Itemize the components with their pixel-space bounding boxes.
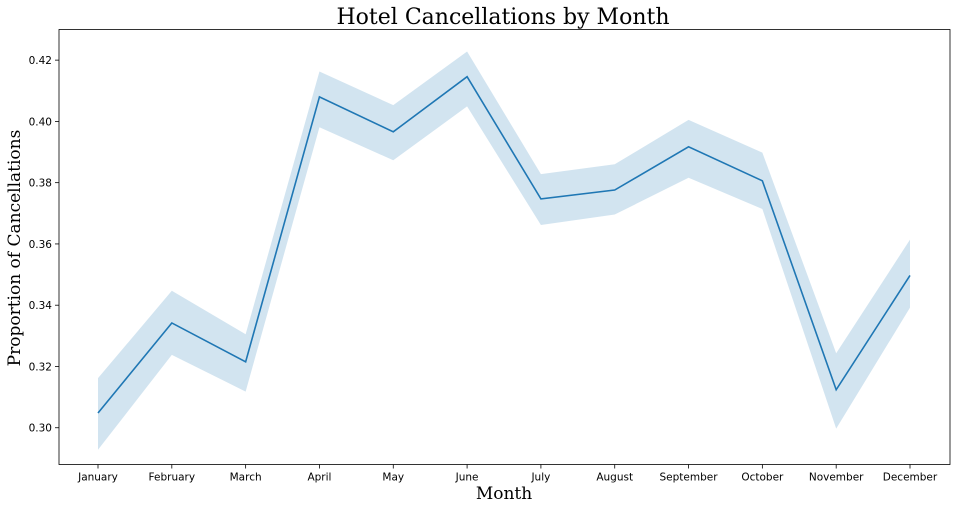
x-tick-label: October [741, 472, 784, 484]
data-point-february [170, 321, 174, 325]
x-tick-label: March [230, 472, 262, 484]
y-tick-label: 0.40 [29, 116, 52, 128]
x-tick-label: December [883, 472, 938, 484]
x-tick-label: August [596, 472, 633, 484]
x-axis-ticks: January February March April May June July Augu… [77, 464, 938, 484]
data-point-july [539, 197, 543, 201]
data-point-april [317, 95, 321, 99]
series-line [97, 75, 911, 414]
x-tick-label: September [660, 472, 719, 484]
y-tick-label: 0.36 [29, 239, 53, 251]
confidence-band-layer [98, 51, 910, 450]
plot-frame [58, 29, 951, 465]
x-tick-label: April [307, 472, 331, 484]
data-point-august [613, 188, 617, 192]
y-axis-ticks: 0.30 0.32 0.34 0.36 0.38 0.40 0.42 [29, 55, 59, 435]
data-point-march [244, 360, 248, 364]
data-point-october [760, 179, 764, 183]
confidence-band [98, 51, 910, 450]
y-tick-label: 0.30 [29, 423, 52, 435]
data-point-december [908, 273, 912, 277]
x-axis-label: Month [476, 484, 532, 504]
x-tick-label: January [77, 472, 118, 484]
y-tick-label: 0.34 [29, 300, 53, 312]
data-point-june [465, 75, 469, 79]
y-axis-label: Proportion of Cancellations [5, 130, 25, 367]
y-tick-label: 0.38 [29, 178, 52, 190]
data-point-november [834, 388, 838, 392]
data-point-january [96, 411, 100, 415]
y-tick-label: 0.32 [29, 361, 52, 373]
chart-title: Hotel Cancellations by Month [337, 5, 670, 30]
x-tick-label: June [455, 472, 479, 484]
x-tick-label: February [149, 472, 196, 484]
x-tick-label: November [809, 472, 864, 484]
y-tick-label: 0.42 [29, 55, 52, 67]
data-point-september [687, 145, 691, 149]
x-tick-label: July [530, 472, 550, 484]
series-line-layer [96, 75, 912, 415]
data-point-may [391, 130, 395, 134]
x-tick-label: May [382, 472, 404, 484]
